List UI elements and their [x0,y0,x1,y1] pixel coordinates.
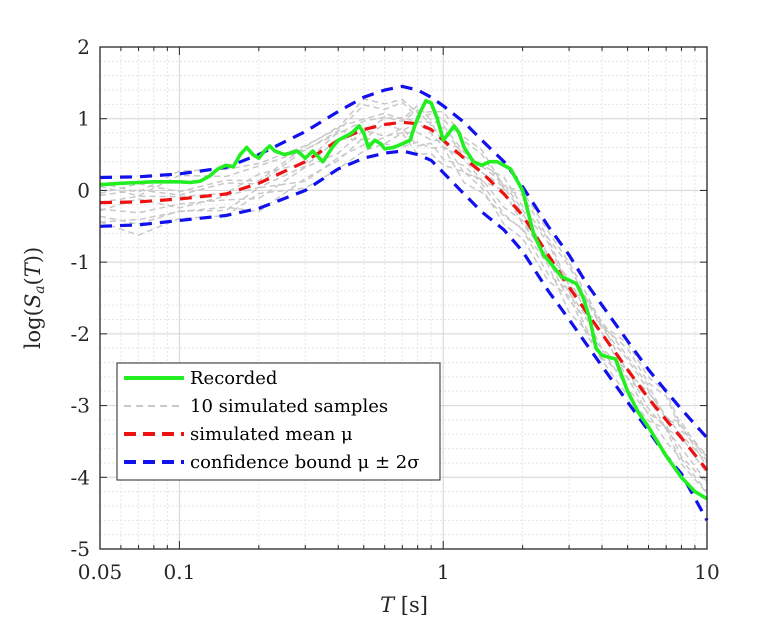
y-tick-label: -3 [71,394,90,418]
series-group [99,84,709,522]
simulated-sample-line [99,127,708,484]
y-axis-label: log(Sa(T)) [21,247,48,349]
simulated-mean-line [99,120,709,472]
simulated-sample-line [99,104,708,462]
confidence-bound-lower-line [99,149,709,522]
x-tick-label: 10 [694,560,719,584]
recorded-line [99,99,708,501]
y-tick-label: -2 [71,322,90,346]
y-tick-label: 0 [77,178,90,202]
x-tick-label: 0.1 [164,560,196,584]
legend-label-samples: 10 simulated samples [190,396,388,417]
simulated-sample-line [99,131,708,494]
legend-label-bound: confidence bound μ ± 2σ [190,452,420,473]
y-tick-label: 2 [77,35,90,59]
simulated-sample-line [99,129,708,483]
simulated-sample-line [99,116,708,464]
ticks [99,46,708,550]
legend-label-recorded: Recorded [190,368,277,389]
legend-label-mean: simulated mean μ [190,424,353,445]
simulated-sample-line [99,122,708,475]
x-axis-label: T [s] [380,593,428,617]
y-tick-label: -1 [71,250,90,274]
x-tick-label: 1 [437,560,450,584]
y-tick-label: 1 [77,107,90,131]
plot-frame [99,46,708,550]
simulated-sample-line [99,136,708,493]
y-tick-label: -4 [71,465,90,489]
y-tick-label: -5 [71,537,90,561]
x-tick-label: 0.05 [78,560,123,584]
legend: Recorded 10 simulated samples simulated … [116,362,441,481]
simulated-sample-line [99,101,708,458]
